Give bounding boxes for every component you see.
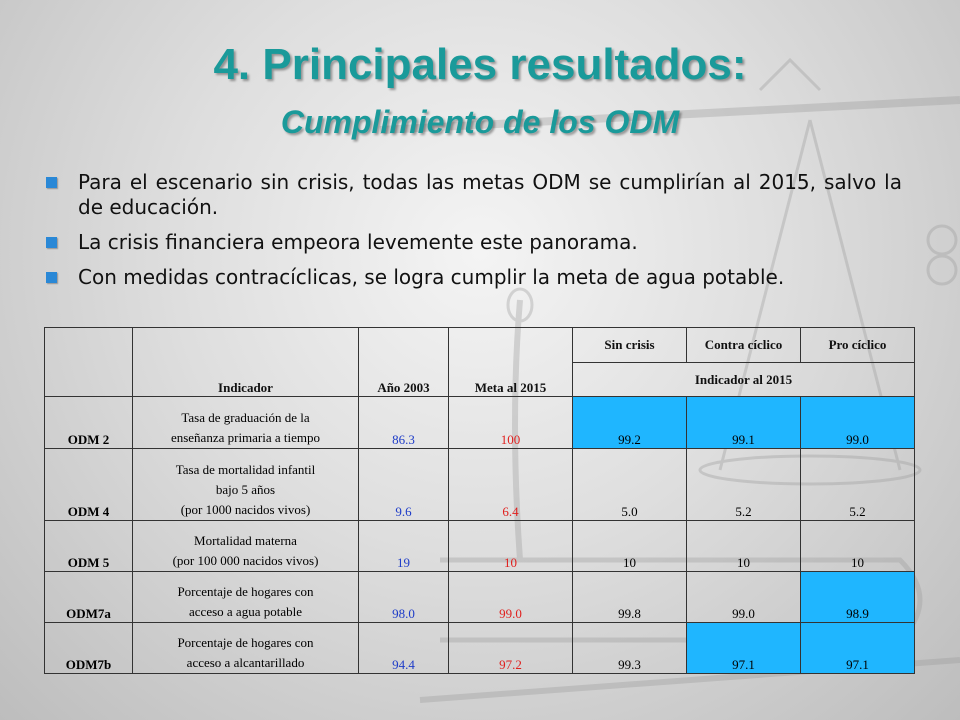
header-pro-ciclico: Pro cíclico	[800, 327, 915, 363]
header-odm	[44, 327, 133, 397]
value-meta-2015: 100	[448, 396, 573, 449]
value-meta-2015: 10	[448, 520, 573, 572]
bullet-item: Para el escenario sin crisis, todas las …	[46, 170, 902, 220]
value-sin-crisis: 10	[572, 520, 687, 572]
square-bullet-icon	[46, 177, 57, 188]
header-sin-crisis: Sin crisis	[572, 327, 687, 363]
value-pro-ciclico: 98.9	[800, 571, 915, 623]
value-2003: 19	[358, 520, 449, 572]
description-line: Porcentaje de hogares con	[177, 584, 314, 599]
square-bullet-icon	[46, 272, 57, 283]
odm-label: ODM 4	[44, 448, 133, 521]
description-line: Mortalidad materna	[194, 533, 297, 548]
bullet-item: Con medidas contracíclicas, se logra cum…	[46, 265, 902, 290]
value-pro-ciclico: 5.2	[800, 448, 915, 521]
table-row: ODM 2 Tasa de graduación de la enseñanza …	[44, 396, 915, 449]
odm-label: ODM 5	[44, 520, 133, 572]
table-header-row: Indicador al 2015	[45, 362, 915, 397]
header-meta-2015: Meta al 2015	[448, 327, 573, 397]
description-line: acceso a alcantarillado	[186, 655, 305, 670]
square-bullet-icon	[46, 237, 57, 248]
slide-title: 4. Principales resultados:	[213, 40, 747, 89]
header-contra-ciclico: Contra cíclico	[686, 327, 801, 363]
odm-results-table: Indicador Año 2003 Meta al 2015 Sin cris…	[44, 327, 915, 674]
value-pro-ciclico: 99.0	[800, 396, 915, 449]
table-row: ODM 4 Tasa de mortalidad infantil bajo 5 …	[44, 448, 915, 521]
indicator-description: Tasa de mortalidad infantil bajo 5 años (p…	[132, 448, 359, 521]
table-row: ODM7a Porcentaje de hogares con acceso a …	[44, 571, 915, 623]
bullet-item: La crisis financiera empeora levemente e…	[46, 230, 902, 255]
value-2003: 94.4	[358, 622, 449, 674]
header-indicador: Indicador	[132, 327, 359, 397]
slide-subtitle: Cumplimiento de los ODM	[280, 104, 680, 140]
value-sin-crisis: 99.3	[572, 622, 687, 674]
description-line: Porcentaje de hogares con	[177, 635, 314, 650]
table-row: ODM 5 Mortalidad materna (por 100 000 nac…	[44, 520, 915, 572]
value-2003: 86.3	[358, 396, 449, 449]
value-contra-ciclico: 99.0	[686, 571, 801, 623]
description-line: (por 1000 nacidos vivos)	[180, 502, 311, 517]
indicator-description: Porcentaje de hogares con acceso a alcant…	[132, 622, 359, 674]
value-meta-2015: 6.4	[448, 448, 573, 521]
value-2003: 98.0	[358, 571, 449, 623]
value-meta-2015: 99.0	[448, 571, 573, 623]
description-line: Tasa de mortalidad infantil	[175, 462, 316, 477]
value-2003: 9.6	[358, 448, 449, 521]
indicator-description: Porcentaje de hogares con acceso a agua p…	[132, 571, 359, 623]
value-contra-ciclico: 97.1	[686, 622, 801, 674]
odm-label: ODM 2	[44, 396, 133, 449]
value-contra-ciclico: 10	[686, 520, 801, 572]
value-contra-ciclico: 99.1	[686, 396, 801, 449]
value-sin-crisis: 5.0	[572, 448, 687, 521]
description-line: acceso a agua potable	[189, 604, 302, 619]
value-sin-crisis: 99.2	[572, 396, 687, 449]
odm-label: ODM7b	[44, 622, 133, 674]
description-line: enseñanza primaria a tiempo	[170, 430, 321, 445]
value-contra-ciclico: 5.2	[686, 448, 801, 521]
indicator-description: Mortalidad materna (por 100 000 nacidos v…	[132, 520, 359, 572]
bullet-list: Para el escenario sin crisis, todas las …	[46, 170, 902, 300]
description-line: bajo 5 años	[215, 482, 276, 497]
table-header-row: Indicador Año 2003 Meta al 2015 Sin cris…	[44, 327, 915, 397]
value-pro-ciclico: 97.1	[800, 622, 915, 674]
header-indicador-2015: Indicador al 2015	[572, 362, 915, 397]
value-sin-crisis: 99.8	[572, 571, 687, 623]
indicator-description: Tasa de graduación de la enseñanza primar…	[132, 396, 359, 449]
header-anio-2003: Año 2003	[358, 327, 449, 397]
description-line: Tasa de graduación de la	[181, 410, 310, 425]
table-row: ODM7b Porcentaje de hogares con acceso a …	[44, 622, 915, 674]
odm-label: ODM7a	[44, 571, 133, 623]
value-pro-ciclico: 10	[800, 520, 915, 572]
value-meta-2015: 97.2	[448, 622, 573, 674]
bullet-text: La crisis financiera empeora levemente e…	[78, 230, 638, 254]
description-line: (por 100 000 nacidos vivos)	[172, 553, 319, 568]
bullet-text: Con medidas contracíclicas, se logra cum…	[78, 265, 785, 289]
bullet-text: Para el escenario sin crisis, todas las …	[78, 170, 902, 219]
